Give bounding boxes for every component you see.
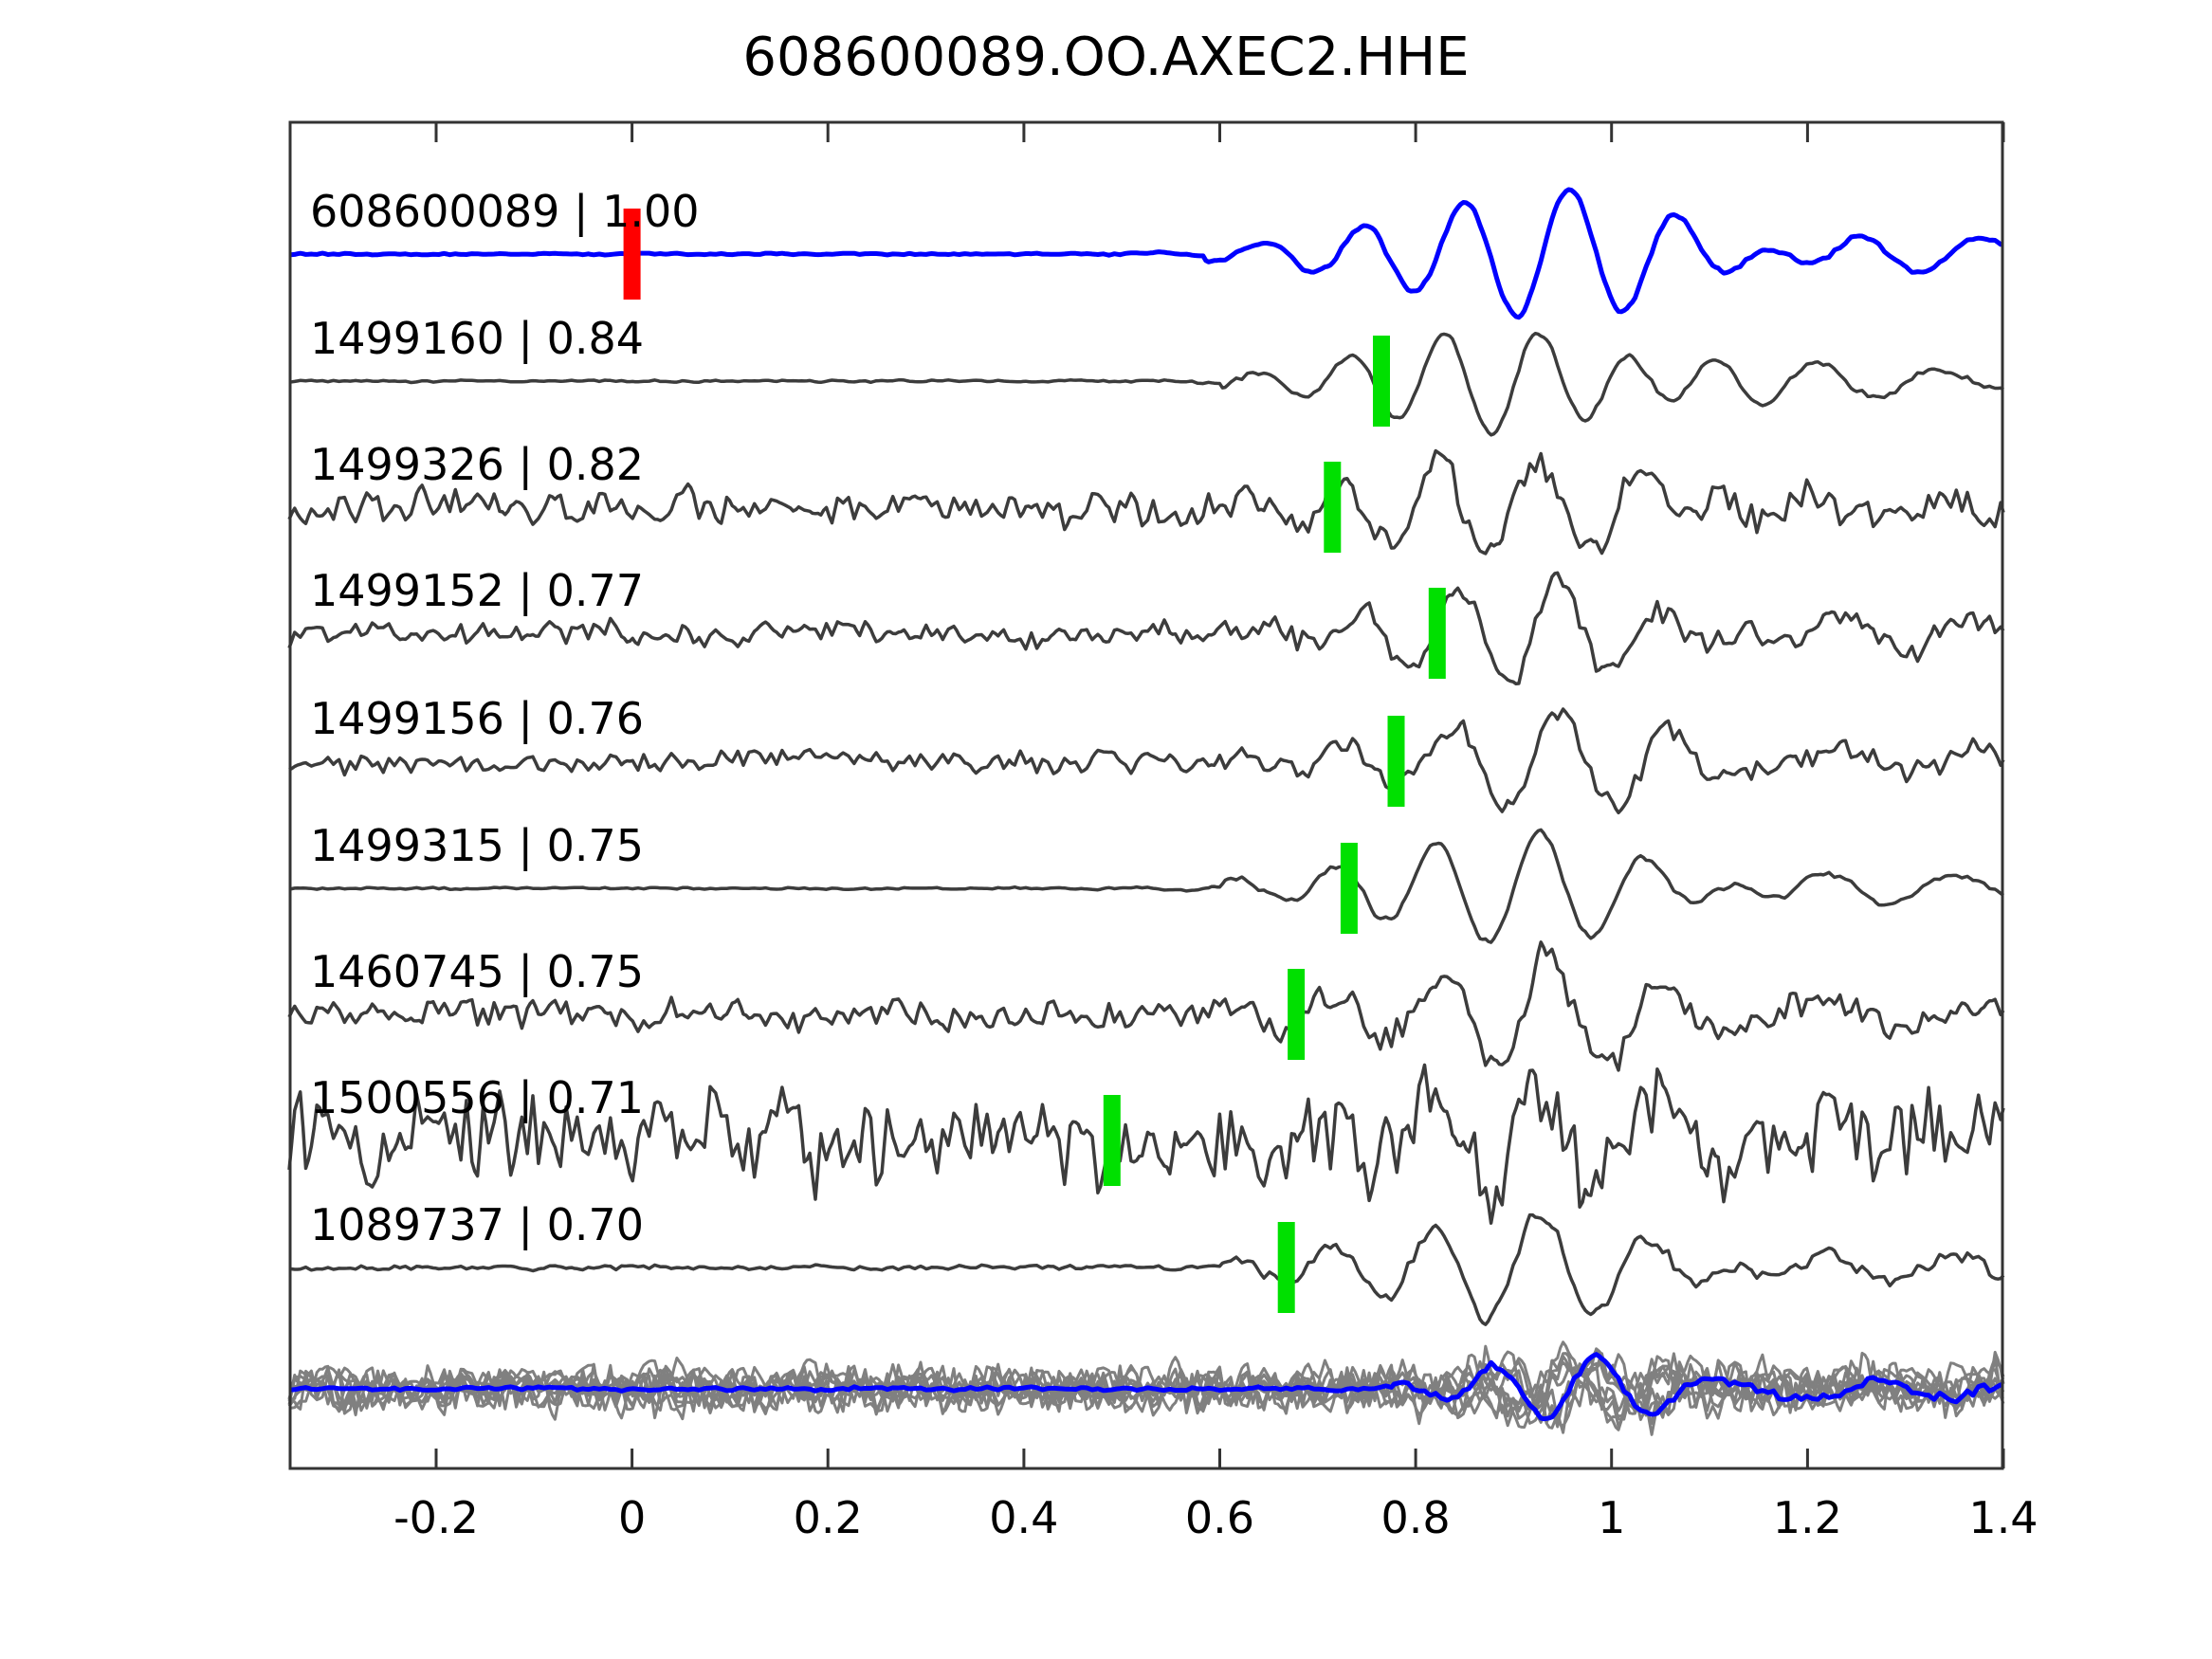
trace-label: 1460745 | 0.75 <box>310 946 645 997</box>
stack-trace-gray <box>288 1344 2005 1436</box>
x-axis-tick-label: 1.2 <box>1772 1492 1842 1543</box>
trace-label: 1499152 | 0.77 <box>310 565 645 616</box>
trace-label: 1500556 | 0.71 <box>310 1072 645 1123</box>
waveform-trace <box>288 331 2004 437</box>
waveform-trace <box>288 1212 2005 1326</box>
template-pick-marker <box>623 209 641 300</box>
waveform-trace <box>287 448 2005 556</box>
trace-label: 608600089 | 1.00 <box>310 186 700 237</box>
x-axis-tick-label: 0.8 <box>1380 1492 1451 1543</box>
trace-label: 1499156 | 0.76 <box>310 693 645 744</box>
detection-pick-marker <box>1387 716 1405 807</box>
detection-pick-marker <box>1373 336 1390 427</box>
trace-label: 1499315 | 0.75 <box>310 820 645 871</box>
waveform-canvas <box>287 120 2005 1470</box>
waveform-trace <box>287 1063 2005 1225</box>
waveform-trace <box>287 940 2005 1072</box>
trace-label: 1499160 | 0.84 <box>310 313 645 364</box>
pick-markers-group <box>623 209 1446 1313</box>
waveform-trace <box>288 828 2004 944</box>
trace-label: 1499326 | 0.82 <box>310 439 645 490</box>
x-axis-tick-label: 0.4 <box>989 1492 1059 1543</box>
detection-pick-marker <box>1324 462 1342 553</box>
detection-pick-marker <box>1340 843 1358 934</box>
x-axis-tick-label: 0.2 <box>793 1492 863 1543</box>
detection-pick-marker <box>1277 1222 1295 1313</box>
stack-trace-template <box>288 1352 2004 1422</box>
stack-trace-gray <box>287 1352 2005 1426</box>
traces-group <box>287 187 2005 1436</box>
detection-pick-marker <box>1288 969 1306 1060</box>
x-axis-tick-label: 0.6 <box>1184 1492 1255 1543</box>
trace-label: 1089737 | 0.70 <box>310 1199 645 1250</box>
stack-trace-gray <box>287 1352 2005 1419</box>
x-axis-tick-label: 0 <box>617 1492 647 1543</box>
waveform-trace <box>288 187 2004 320</box>
page-title: 608600089.OO.AXEC2.HHE <box>742 27 1470 88</box>
x-axis-tick-label: 1 <box>1598 1492 1626 1543</box>
waveform-trace <box>288 707 2005 815</box>
detection-pick-marker <box>1428 588 1446 679</box>
x-axis-tick-label: 1.4 <box>1968 1492 2038 1543</box>
x-axis-ticks <box>434 122 2005 1468</box>
plot-frame <box>288 120 2004 1470</box>
waveform-trace <box>287 571 2005 686</box>
detection-pick-marker <box>1103 1095 1121 1186</box>
plot-area: 608600089 | 1.00 1499160 | 0.84 1499326 | … <box>287 120 2005 1470</box>
x-axis-tick-label: -0.2 <box>393 1492 479 1543</box>
